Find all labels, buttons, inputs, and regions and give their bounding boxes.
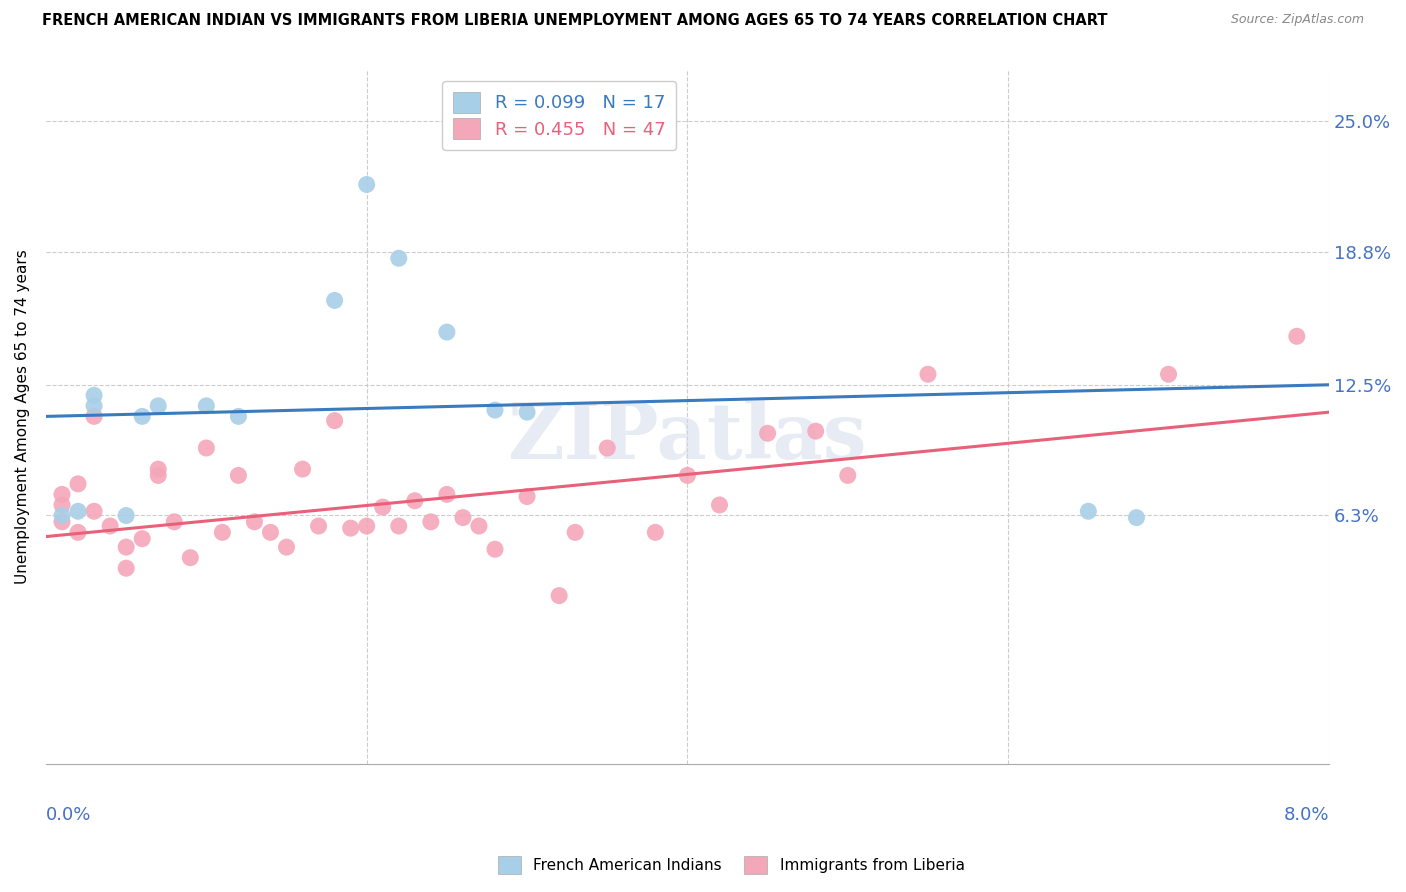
Point xyxy=(148,462,170,476)
Text: 8.0%: 8.0% xyxy=(1284,806,1329,824)
Point xyxy=(837,468,859,483)
Point xyxy=(259,525,281,540)
Point xyxy=(98,519,121,533)
Point xyxy=(323,414,346,428)
Point xyxy=(195,399,218,413)
Point xyxy=(323,293,346,308)
Point xyxy=(1125,510,1147,524)
Point xyxy=(131,532,153,546)
Point xyxy=(1285,329,1308,343)
Point xyxy=(468,519,491,533)
Point xyxy=(163,515,186,529)
Point xyxy=(484,403,506,417)
Point xyxy=(115,561,138,575)
Legend: R = 0.099   N = 17, R = 0.455   N = 47: R = 0.099 N = 17, R = 0.455 N = 47 xyxy=(441,81,676,150)
Point xyxy=(67,476,90,491)
Point xyxy=(917,368,939,382)
Text: 0.0%: 0.0% xyxy=(46,806,91,824)
Point xyxy=(228,468,250,483)
Legend: French American Indians, Immigrants from Liberia: French American Indians, Immigrants from… xyxy=(492,850,970,880)
Point xyxy=(356,178,378,192)
Point xyxy=(131,409,153,424)
Point xyxy=(51,498,73,512)
Point xyxy=(436,487,458,501)
Point xyxy=(1077,504,1099,518)
Point xyxy=(388,252,411,266)
Point xyxy=(451,510,474,524)
Point xyxy=(276,540,298,554)
Point xyxy=(436,325,458,339)
Point xyxy=(1157,368,1180,382)
Point xyxy=(115,508,138,523)
Point xyxy=(484,542,506,557)
Point xyxy=(596,441,619,455)
Point xyxy=(179,550,201,565)
Point xyxy=(419,515,441,529)
Point xyxy=(83,504,105,518)
Point xyxy=(709,498,731,512)
Point xyxy=(804,424,827,438)
Point xyxy=(148,468,170,483)
Point xyxy=(516,405,538,419)
Point xyxy=(291,462,314,476)
Point xyxy=(756,426,779,441)
Text: ZIPatlas: ZIPatlas xyxy=(508,400,868,475)
Point xyxy=(83,409,105,424)
Point xyxy=(195,441,218,455)
Point xyxy=(51,508,73,523)
Point xyxy=(388,519,411,533)
Point xyxy=(228,409,250,424)
Point xyxy=(676,468,699,483)
Point xyxy=(243,515,266,529)
Point xyxy=(115,540,138,554)
Point xyxy=(148,399,170,413)
Point xyxy=(564,525,586,540)
Point xyxy=(308,519,330,533)
Text: FRENCH AMERICAN INDIAN VS IMMIGRANTS FROM LIBERIA UNEMPLOYMENT AMONG AGES 65 TO : FRENCH AMERICAN INDIAN VS IMMIGRANTS FRO… xyxy=(42,13,1108,29)
Point xyxy=(211,525,233,540)
Point xyxy=(548,589,571,603)
Point xyxy=(51,515,73,529)
Point xyxy=(83,388,105,402)
Point xyxy=(644,525,666,540)
Point xyxy=(67,525,90,540)
Point xyxy=(67,504,90,518)
Text: Source: ZipAtlas.com: Source: ZipAtlas.com xyxy=(1230,13,1364,27)
Point xyxy=(83,399,105,413)
Point xyxy=(516,490,538,504)
Point xyxy=(356,519,378,533)
Point xyxy=(51,487,73,501)
Point xyxy=(404,493,426,508)
Point xyxy=(339,521,361,535)
Point xyxy=(371,500,394,514)
Y-axis label: Unemployment Among Ages 65 to 74 years: Unemployment Among Ages 65 to 74 years xyxy=(15,249,30,583)
